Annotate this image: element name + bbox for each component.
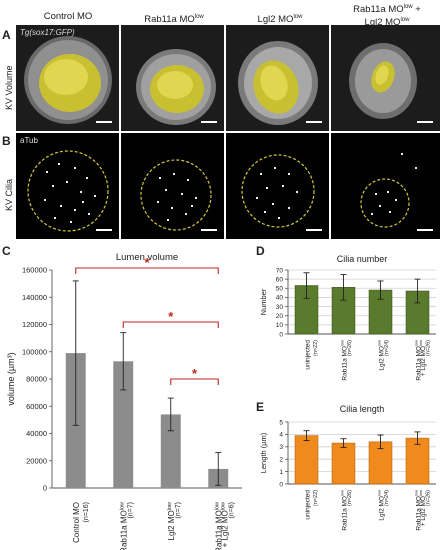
significance-bracket bbox=[122, 321, 219, 328]
axis-label-y: Length (µm) bbox=[259, 432, 268, 473]
chart-title: Cilia number bbox=[337, 254, 388, 264]
tick-label-y: 120000 bbox=[22, 320, 47, 329]
kv-volume-image-lgl2 bbox=[226, 25, 329, 131]
panel-letter-d: D bbox=[256, 244, 265, 258]
significance-star: * bbox=[168, 309, 174, 324]
tick-label-y: 60 bbox=[276, 276, 284, 283]
tick-label-y: 1 bbox=[279, 469, 283, 476]
tick-label-y: 10 bbox=[276, 322, 284, 329]
tick-label-y: 100000 bbox=[22, 347, 47, 356]
tick-label-y: 0 bbox=[279, 331, 283, 338]
tick-label-x: Rab11a MOlow (n=26) bbox=[340, 340, 354, 381]
tick-label-y: 70 bbox=[276, 267, 284, 274]
tick-label-y: 5 bbox=[279, 419, 283, 426]
chart-cilia-number: Cilia number 0 10 20 30 40 50 60 70 Number uninjec… bbox=[259, 254, 436, 381]
tick-label-x: uninjected (n=22) bbox=[305, 490, 320, 520]
tick-label-x: Rab11a MOlow (n=26) bbox=[340, 490, 354, 531]
tick-label-x: Lgl2 MOlow (n=24) bbox=[377, 340, 391, 371]
tick-label-x: Lgl2 MOlow (n=24) bbox=[377, 490, 391, 521]
kv-volume-image-control: Tg(sox17:GFP) bbox=[16, 25, 119, 131]
significance-bracket bbox=[170, 378, 219, 385]
kv-cilia-image-double bbox=[331, 133, 440, 239]
tick-label-x: Lgl2 MOlow (n=7) bbox=[167, 502, 182, 541]
chart-title: Lumen volume bbox=[116, 252, 178, 263]
tick-label-y: 80000 bbox=[26, 375, 47, 384]
panel-letter-a: A bbox=[2, 28, 11, 42]
tick-label-y: 0 bbox=[43, 484, 47, 493]
bar bbox=[113, 361, 134, 488]
bar bbox=[294, 435, 319, 485]
tick-label-y: 160000 bbox=[22, 266, 47, 275]
axis-label-y: Number bbox=[259, 288, 268, 315]
axis-label-y: volume (µm³) bbox=[6, 352, 16, 405]
tick-label-x: Rab11a MOlow+ Lgl2 MOlow (n=26) bbox=[414, 490, 432, 531]
kv-cilia-image-rab11a bbox=[121, 133, 224, 239]
tick-label-y: 50 bbox=[276, 286, 284, 293]
tick-label-x: Rab11a MOlow (n=7) bbox=[119, 502, 134, 550]
kv-cilia-image-lgl2 bbox=[226, 133, 329, 239]
column-header-rab11a: Rab11a MOlow bbox=[144, 14, 204, 26]
tick-label-x: Rab11a MOlow+ Lgl2 MOlow (n=6) bbox=[214, 502, 235, 550]
chart-lumen-volume: Lumen volume 0 20000 40000 60000 80000 100000 1… bbox=[6, 252, 242, 550]
bar bbox=[160, 414, 181, 488]
row-label-kv-cilia: KV Cilia bbox=[4, 178, 14, 211]
tick-label-y: 60000 bbox=[26, 402, 47, 411]
column-header-lgl2: Lgl2 MOlow bbox=[257, 14, 303, 26]
tick-label-x: Rab11a MOlow+ Lgl2 MOlow (n=26) bbox=[414, 340, 432, 381]
bar bbox=[331, 442, 356, 485]
tick-label-y: 20 bbox=[276, 313, 284, 320]
bar bbox=[405, 437, 430, 485]
tick-label-y: 40000 bbox=[26, 429, 47, 438]
panel-letter-c: C bbox=[2, 244, 11, 258]
panel-letter-e: E bbox=[256, 400, 265, 414]
kv-volume-image-rab11a bbox=[121, 25, 224, 131]
panel-letter-b: B bbox=[2, 134, 11, 148]
tick-label-y: 40 bbox=[276, 295, 284, 302]
column-header-double: Rab11a MOlow + Lgl2 MOlow bbox=[353, 4, 421, 29]
marker-label-sox17: Tg(sox17:GFP) bbox=[20, 28, 75, 37]
tick-label-x: uninjected (n=22) bbox=[305, 340, 320, 370]
significance-star: * bbox=[144, 255, 150, 270]
chart-cilia-length: Cilia length 0 1 2 3 4 5 Length (µm) uninjected(… bbox=[259, 404, 436, 531]
marker-label-atub: aTub bbox=[20, 136, 38, 145]
kv-volume-image-double bbox=[331, 25, 440, 131]
tick-label-y: 4 bbox=[279, 432, 283, 439]
column-header-control: Control MO bbox=[43, 11, 93, 22]
tick-label-y: 20000 bbox=[26, 456, 47, 465]
tick-label-y: 30 bbox=[276, 304, 284, 311]
chart-title: Cilia length bbox=[340, 404, 385, 414]
significance-bracket bbox=[75, 267, 219, 274]
significance-star: * bbox=[192, 366, 198, 381]
tick-label-y: 0 bbox=[279, 481, 283, 488]
tick-label-y: 140000 bbox=[22, 293, 47, 302]
tick-label-y: 2 bbox=[279, 456, 283, 463]
row-label-kv-volume: KV Volume bbox=[4, 65, 14, 110]
tick-label-y: 3 bbox=[279, 444, 283, 451]
kv-cilia-image-control: aTub bbox=[16, 133, 119, 239]
tick-label-x: Control MO (n=16) bbox=[72, 502, 90, 543]
